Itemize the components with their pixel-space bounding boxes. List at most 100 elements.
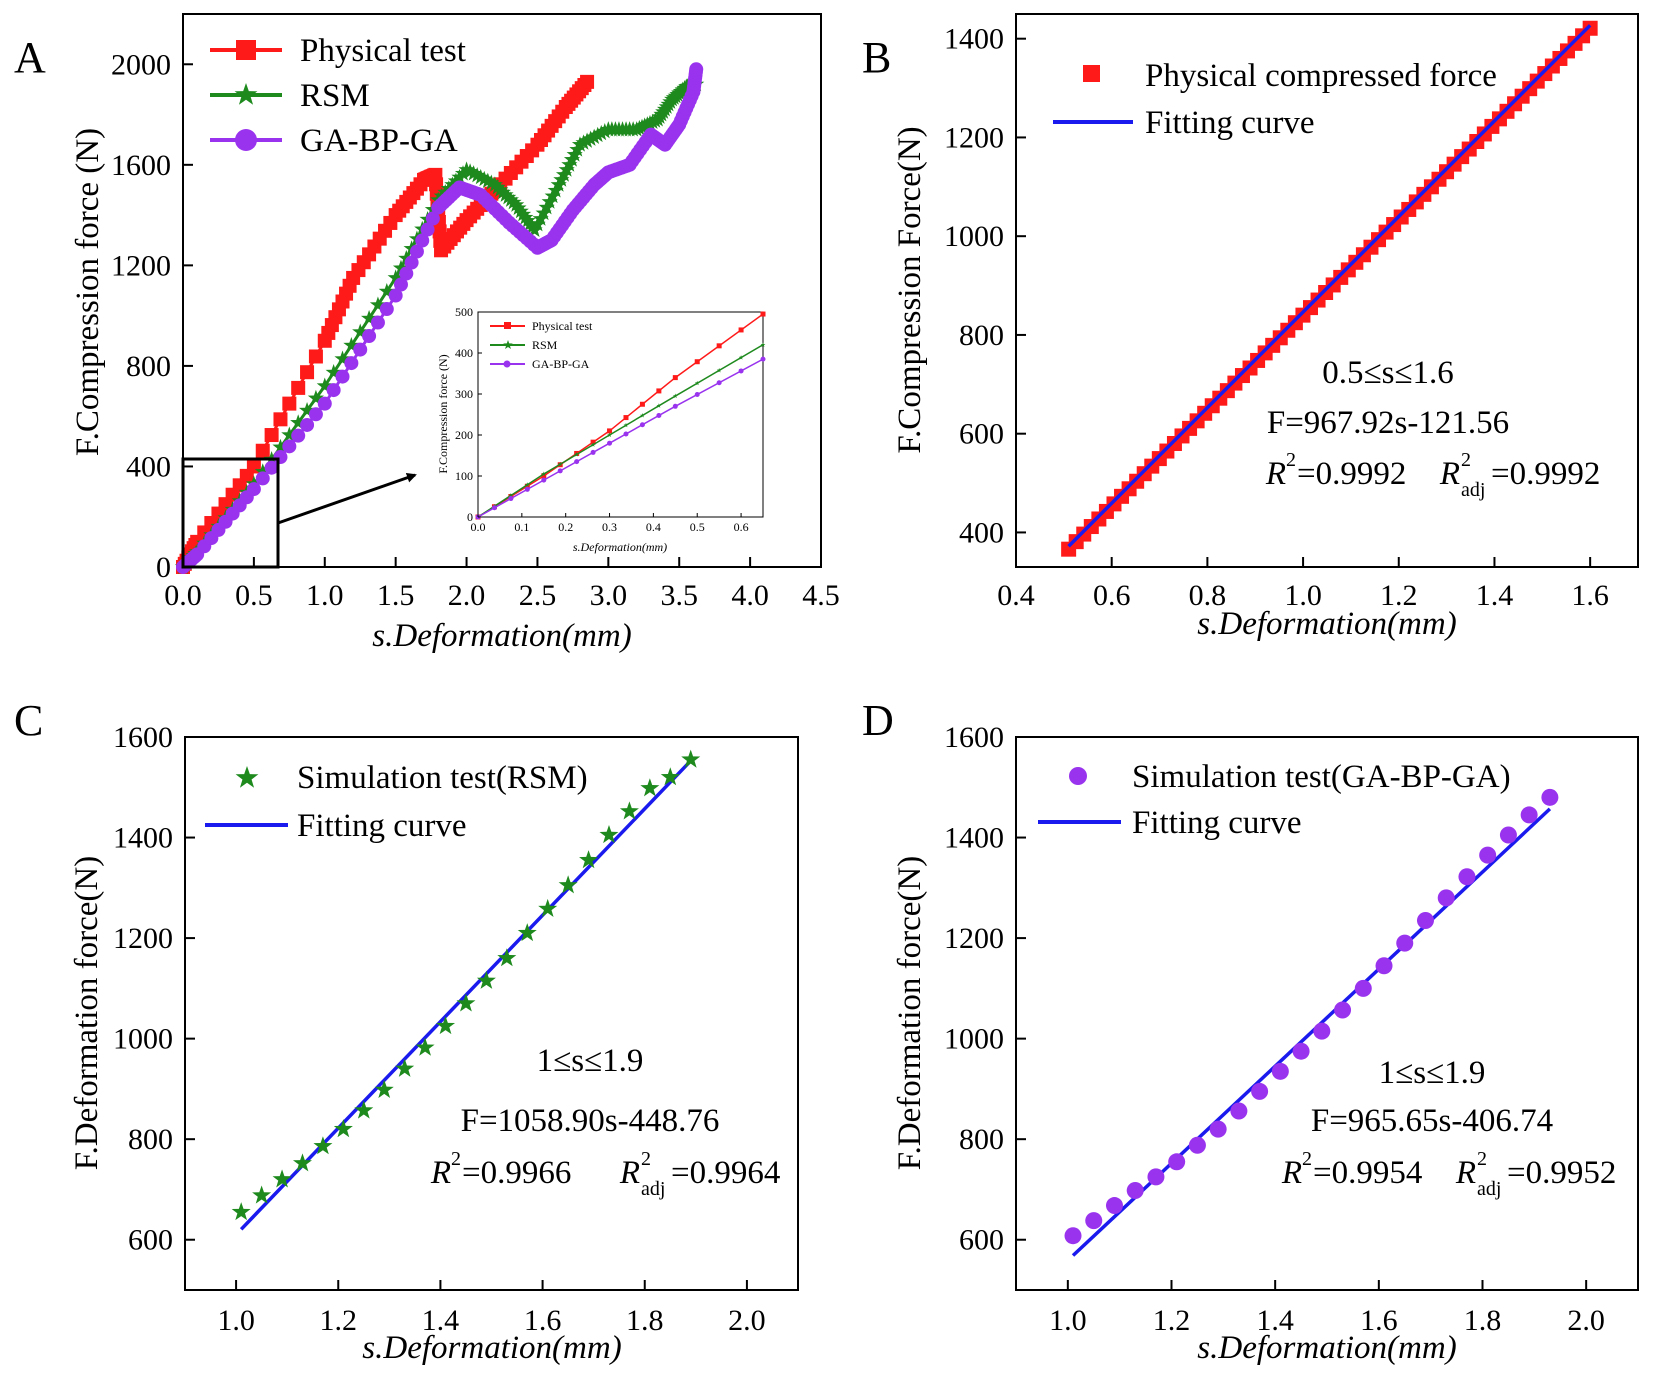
inset-axis-x-tick-label: 0.3 <box>602 520 617 534</box>
axis-c-y-tick-label: 1600 <box>113 721 173 754</box>
series-c-point <box>436 1016 456 1035</box>
inset-series-0-point <box>541 473 547 479</box>
series-c-point <box>395 1058 415 1077</box>
inset-series-0-point <box>672 375 678 381</box>
inset-series-2-point <box>672 403 678 409</box>
legend-a-physical-label: Physical test <box>300 33 466 69</box>
legend-c-points-marker <box>235 766 259 788</box>
legend-c-points-label: Simulation test(RSM) <box>297 760 588 796</box>
series-d-point <box>1313 1022 1331 1040</box>
annotation-c-range: 1≤s≤1.9 <box>537 1043 644 1079</box>
axis-a-y-tick-label: 0 <box>156 551 171 584</box>
legend-a: Physical test RSM GA-BP-GA <box>210 33 466 159</box>
legend-b-points-label: Physical compressed force <box>1145 58 1497 94</box>
y-axis-title-c: F.Deformation force(N) <box>69 856 105 1170</box>
axis-c-y-tick-label: 1400 <box>113 822 173 855</box>
legend-d-points-marker <box>1069 767 1087 785</box>
axis-a-y-tick-label: 1600 <box>111 149 171 182</box>
inset-series-0-point <box>607 428 613 434</box>
annotation-d-r2-symbol: R <box>1281 1155 1302 1191</box>
y-axis-title-d: F.Deformation force(N) <box>892 856 928 1170</box>
annotation-b-range: 0.5≤s≤1.6 <box>1322 355 1454 391</box>
axis-c-x-tick-label: 1.8 <box>626 1304 664 1337</box>
inset-frame <box>477 311 764 518</box>
series-c-point <box>640 778 660 797</box>
annotation-c-r2adj-sub: adj <box>641 1178 665 1200</box>
series-d-point <box>1520 806 1538 824</box>
inset-series-0-point <box>760 311 766 317</box>
inset-series-2-point <box>590 449 596 455</box>
series-a-2-point <box>388 288 403 303</box>
inset-series-2-point <box>760 356 766 362</box>
axis-a-y-tick-label: 1200 <box>111 249 171 282</box>
series-d-point <box>1334 1001 1352 1019</box>
inset-series-0-point <box>694 359 700 365</box>
annotation-d-r2adj-sup: 2 <box>1477 1148 1487 1170</box>
annotation-b-r2adj-sub: adj <box>1461 479 1485 501</box>
series-d-point <box>1188 1136 1206 1154</box>
series-a-0-point <box>264 428 279 443</box>
plot-frame-b <box>1015 13 1639 568</box>
series-d-point <box>1064 1227 1082 1245</box>
axis-d-x-tick-label: 1.2 <box>1153 1304 1191 1337</box>
axis-b-x-tick-label: 0.4 <box>997 579 1035 612</box>
x-axis-title-a: s.Deformation(mm) <box>372 618 631 654</box>
axis-d-y-tick-label: 1000 <box>944 1023 1004 1056</box>
axis-d-x-tick-label: 1.6 <box>1360 1304 1398 1337</box>
series-c-point <box>456 993 476 1012</box>
annotation-b: 0.5≤s≤1.6 F=967.92s-121.56 R 2 =0.9992 R… <box>1265 355 1601 501</box>
axis-b-y-tick-label: 600 <box>959 418 1004 451</box>
legend-d-points-label: Simulation test(GA-BP-GA) <box>1132 759 1511 795</box>
panel-a: 0.0 0.5 1.0 1.5 2.0 2.5 3.0 3.5 4.0 4.5 0 400 800 120… <box>70 13 840 654</box>
axis-d-y-tick-label: 1400 <box>944 822 1004 855</box>
annotation-c-r2adj-symbol: R <box>619 1155 640 1191</box>
inset-series-2-point <box>574 459 580 465</box>
inset-series-0-point <box>716 343 722 349</box>
annotation-d-r2adj-sub: adj <box>1477 1178 1501 1200</box>
series-b-point <box>1582 20 1598 36</box>
series-a-0-point <box>291 380 306 395</box>
axis-a-x-tick-label: 2.5 <box>519 579 557 612</box>
x-axis-title-c: s.Deformation(mm) <box>362 1330 621 1366</box>
y-axis-title-b: F.Compression Force(N) <box>892 126 928 453</box>
series-a-0-point <box>580 74 595 89</box>
series-d-point <box>1354 979 1372 997</box>
series-a-2-point <box>379 302 394 317</box>
series-a-2-point <box>409 244 424 259</box>
axis-d-x-tick-label: 1.4 <box>1256 1304 1294 1337</box>
axis-d-y-tick-label: 600 <box>959 1224 1004 1257</box>
inset-series-2-point <box>738 368 744 374</box>
axis-c-y-tick-label: 800 <box>128 1123 173 1156</box>
inset-series-0-point <box>623 415 629 421</box>
inset-series-0-point <box>656 388 662 394</box>
legend-b: Physical compressed force Fitting curve <box>1053 58 1497 141</box>
panel-c: 1.0 1.2 1.4 1.6 1.8 2.0 600 800 1000 1200 1400 1600… <box>69 721 799 1366</box>
inset-axis-y-tick-label: 500 <box>455 305 473 319</box>
axis-b-y-tick-label: 1000 <box>944 220 1004 253</box>
annotation-d-r2adj: =0.9952 <box>1507 1155 1616 1191</box>
panel-letter-b: B <box>862 33 891 82</box>
annotation-b-r2: =0.9992 <box>1297 456 1406 492</box>
series-a-2-point <box>335 369 350 384</box>
inset-legend-physical-label: Physical test <box>532 319 593 333</box>
series-a-2-point <box>420 222 435 237</box>
axis-c-x-tick-label: 2.0 <box>728 1304 766 1337</box>
panel-letter-c: C <box>14 696 43 745</box>
inset-series-2-point <box>639 422 645 428</box>
series-c-point <box>333 1119 353 1138</box>
axis-a-x-tick-label: 0.0 <box>164 579 202 612</box>
plot-frame-c <box>184 736 799 1291</box>
series-a-2-point <box>344 356 359 371</box>
axis-a-x-tick-label: 4.5 <box>802 579 840 612</box>
series-c-point <box>231 1202 251 1221</box>
axis-b-x-tick-label: 1.6 <box>1571 579 1609 612</box>
series-a-0-point <box>255 443 270 458</box>
legend-d-fit-label: Fitting curve <box>1132 805 1302 841</box>
inset-axis-y-tick-label: 300 <box>455 387 473 401</box>
inset-legend-ga-marker <box>503 360 511 368</box>
axis-a-x-tick-label: 4.0 <box>731 579 769 612</box>
series-d-point <box>1479 846 1497 864</box>
inset-series-2-point <box>694 392 700 398</box>
series-d-point <box>1375 957 1393 975</box>
